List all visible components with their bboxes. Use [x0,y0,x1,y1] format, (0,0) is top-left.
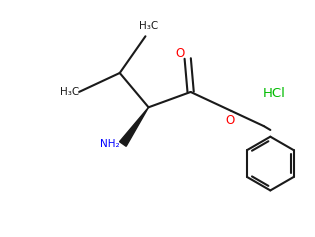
Text: O: O [226,114,235,127]
Text: NH₂: NH₂ [100,139,120,149]
Text: H₃C: H₃C [60,87,79,97]
Text: O: O [175,47,184,60]
Polygon shape [119,107,149,146]
Text: H₃C: H₃C [140,21,159,32]
Text: HCl: HCl [262,87,285,100]
